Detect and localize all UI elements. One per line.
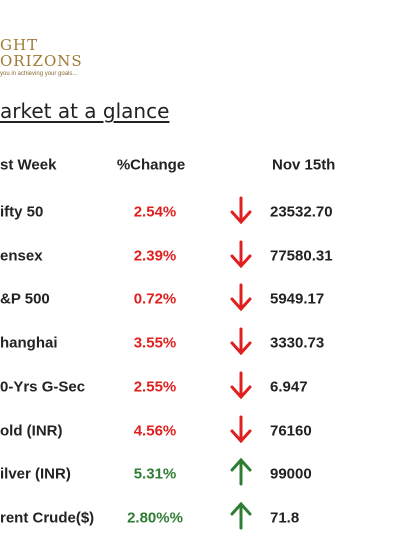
row-name: 0-Yrs G-Sec — [0, 378, 86, 396]
row-name: hanghai — [0, 334, 58, 352]
column-header: Nov 15th — [272, 156, 336, 174]
trend-arrow — [230, 457, 252, 486]
arrow-shape — [230, 415, 252, 443]
change: 2.80%% — [127, 509, 183, 527]
change: 5.31% — [133, 465, 177, 483]
logo-line: ORIZONS — [0, 52, 83, 70]
value: 77580.31 — [270, 247, 333, 265]
change: 4.56% — [133, 422, 177, 439]
value: 5949.17 — [270, 290, 325, 308]
logo-line: GHT — [0, 36, 39, 54]
row-name: ensex — [0, 247, 43, 265]
row-name: ilver (INR) — [0, 465, 71, 483]
trend-arrow — [230, 501, 252, 530]
change: 3.55% — [133, 334, 177, 352]
row-name: ifty 50 — [0, 203, 44, 221]
arrow-shape — [230, 283, 252, 312]
change: 0.72% — [133, 290, 177, 308]
value: 76160 — [270, 422, 312, 439]
trend-arrow — [230, 415, 252, 443]
row-name: rent Crude($) — [0, 509, 95, 527]
arrow-shape — [230, 371, 252, 400]
trend-arrow — [230, 196, 252, 225]
arrow-shape — [230, 240, 252, 268]
row-name: old (INR) — [0, 422, 63, 439]
value: 6.947 — [270, 378, 308, 396]
trend-arrow — [230, 371, 252, 400]
tagline: you in achieving your goals... — [0, 71, 78, 77]
arrow-shape — [230, 196, 252, 225]
value: 3330.73 — [270, 334, 325, 352]
trend-arrow — [230, 283, 252, 312]
column-header: %Change — [116, 156, 186, 174]
title: arket at a glance — [0, 99, 170, 123]
arrow-shape — [230, 457, 252, 486]
value: 99000 — [270, 465, 312, 483]
change: 2.54% — [133, 203, 177, 221]
arrow-shape — [230, 501, 252, 530]
value: 71.8 — [270, 509, 300, 527]
trend-arrow — [230, 240, 252, 268]
trend-arrow — [230, 327, 252, 356]
change: 2.39% — [133, 247, 177, 265]
column-header: st Week — [0, 156, 57, 174]
change: 2.55% — [133, 378, 177, 396]
arrow-shape — [230, 327, 252, 356]
value: 23532.70 — [270, 203, 333, 221]
row-name: &P 500 — [0, 290, 50, 308]
